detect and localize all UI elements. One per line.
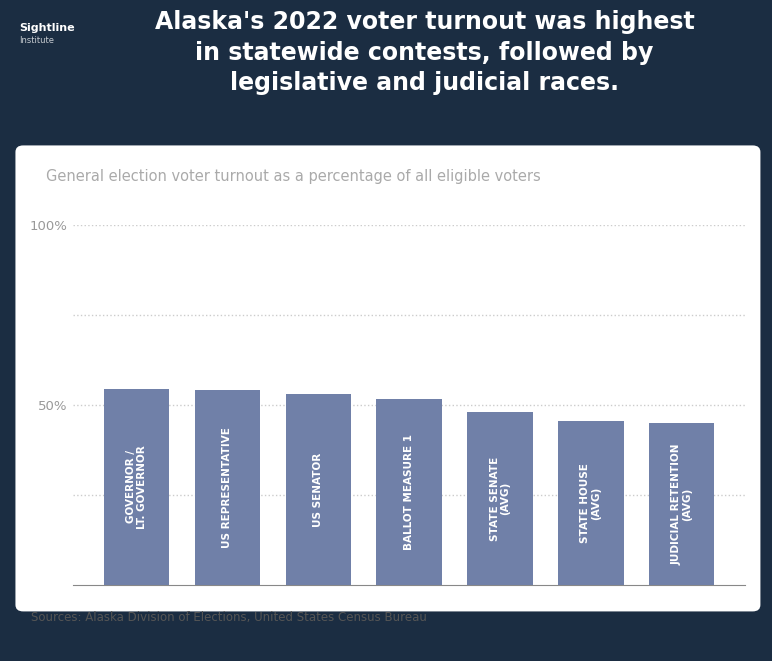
Bar [377,399,442,585]
Text: US REPRESENTATIVE: US REPRESENTATIVE [222,427,232,548]
Bar [104,389,169,585]
Bar [649,423,714,585]
Text: STATE SENATE
(AVG): STATE SENATE (AVG) [489,456,510,541]
Text: JUDICIAL RETENTION
(AVG): JUDICIAL RETENTION (AVG) [672,443,692,564]
Text: Institute: Institute [19,36,54,46]
Text: Sources: Alaska Division of Elections, United States Census Bureau: Sources: Alaska Division of Elections, U… [31,611,427,625]
FancyBboxPatch shape [15,145,760,611]
Bar [286,394,351,585]
Text: Alaska's 2022 voter turnout was highest
in statewide contests, followed by
legis: Alaska's 2022 voter turnout was highest … [154,10,695,95]
Text: General election voter turnout as a percentage of all eligible voters: General election voter turnout as a perc… [46,169,541,184]
Bar [467,412,533,585]
Text: US SENATOR: US SENATOR [313,452,323,527]
Text: GOVERNOR /
LT. GOVERNOR: GOVERNOR / LT. GOVERNOR [126,445,147,529]
Text: BALLOT MEASURE 1: BALLOT MEASURE 1 [405,434,414,550]
Bar [558,421,624,585]
Text: Sightline: Sightline [19,23,75,33]
Text: STATE HOUSE
(AVG): STATE HOUSE (AVG) [581,463,601,543]
Bar [195,390,260,585]
